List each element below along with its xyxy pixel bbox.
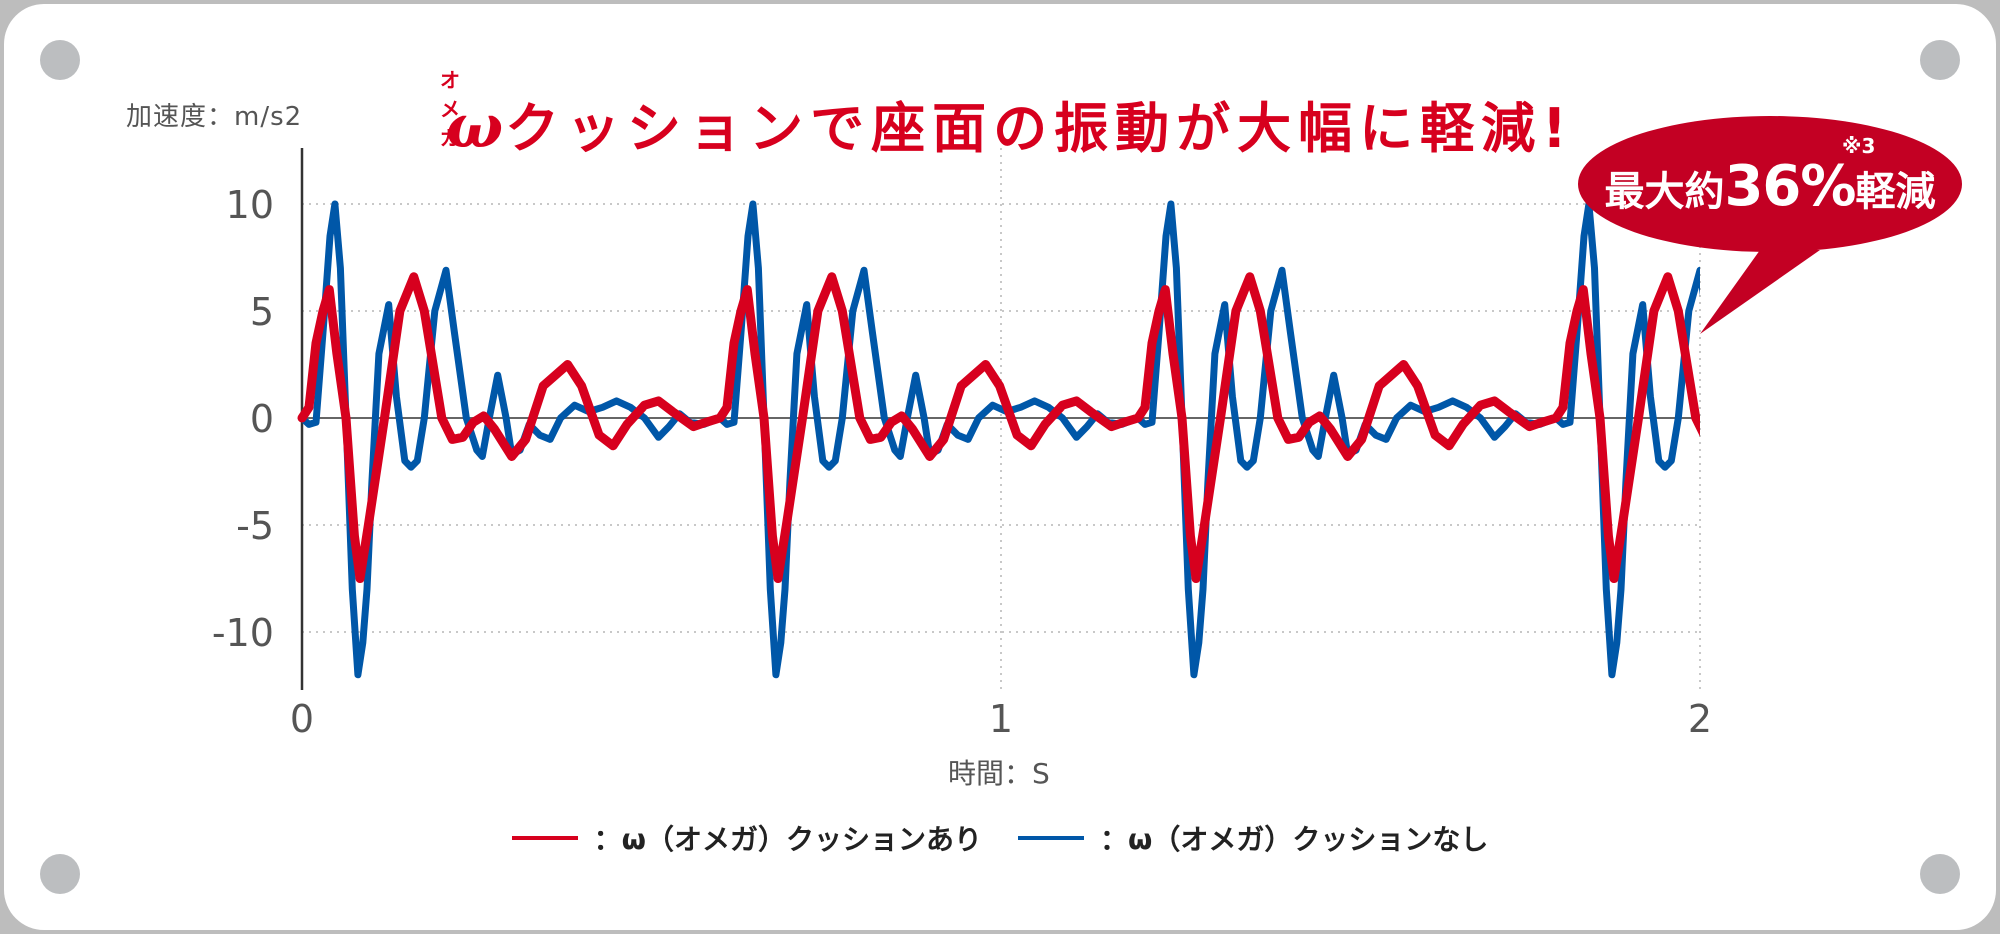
legend: ：ω（オメガ）クッションあり ：ω（オメガ）クッションなし xyxy=(0,818,2000,858)
legend-swatch-red xyxy=(511,836,578,840)
legend-swatch-blue xyxy=(1018,836,1084,840)
svg-text:0: 0 xyxy=(290,697,314,741)
callout-tail xyxy=(1700,250,1820,334)
callout-body xyxy=(1578,116,1962,252)
title-ruby: オメガ xyxy=(440,68,461,150)
corner-screw-top-left xyxy=(40,40,80,80)
legend-item-with-cushion: ：ω（オメガ）クッションあり xyxy=(511,818,982,858)
svg-text:1: 1 xyxy=(989,697,1013,741)
title-text: クッションで座面の振動が大幅に軽減! xyxy=(505,97,1574,160)
callout-footnote: ※3 xyxy=(1842,134,1876,158)
callout-prefix: 最大約 xyxy=(1604,169,1725,215)
corner-screw-top-right xyxy=(1920,40,1960,80)
svg-text:10: 10 xyxy=(226,183,274,227)
legend-label: ：ω（オメガ）クッションなし xyxy=(1100,823,1489,856)
y-axis-label: 加速度：m/s2 xyxy=(126,102,303,132)
omega-symbol: ω xyxy=(446,92,506,162)
x-axis-label: 時間：S xyxy=(948,757,1050,790)
svg-text:5: 5 xyxy=(250,290,274,334)
corner-screw-bottom-right xyxy=(1920,854,1960,894)
axis-ticks: 10 5 0 -5 -10 0 1 2 xyxy=(212,183,1712,741)
svg-text:2: 2 xyxy=(1688,697,1712,741)
legend-item-without-cushion: ：ω（オメガ）クッションなし xyxy=(1018,818,1488,858)
callout-bubble xyxy=(1578,116,1962,334)
series-with-cushion-line xyxy=(297,272,1700,583)
svg-text:-5: -5 xyxy=(236,504,274,548)
svg-text:0: 0 xyxy=(250,397,274,441)
legend-label: ：ω（オメガ）クッションあり xyxy=(593,823,982,856)
svg-text:-10: -10 xyxy=(212,611,274,655)
grid-lines xyxy=(302,148,1701,690)
callout-text: 最大約36%軽減 xyxy=(1600,154,1940,219)
corner-screw-bottom-left xyxy=(40,854,80,894)
callout-number: 36% xyxy=(1724,154,1856,219)
callout-suffix: 軽減 xyxy=(1855,169,1936,215)
